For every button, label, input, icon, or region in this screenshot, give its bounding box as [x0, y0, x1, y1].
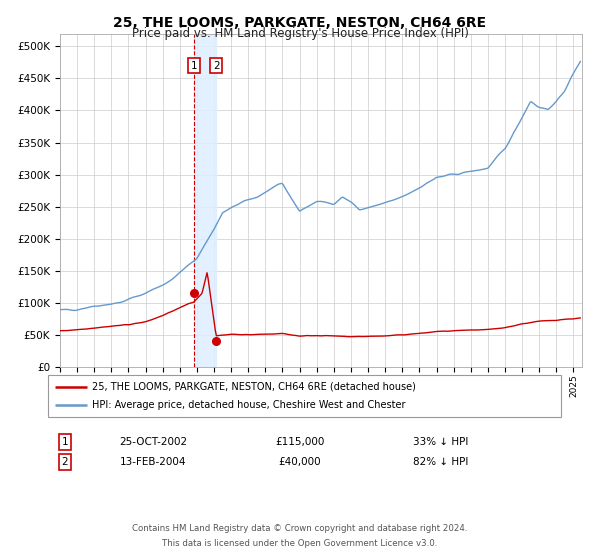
Text: 13-FEB-2004: 13-FEB-2004 [120, 457, 186, 467]
Text: 25, THE LOOMS, PARKGATE, NESTON, CH64 6RE (detached house): 25, THE LOOMS, PARKGATE, NESTON, CH64 6R… [92, 382, 416, 392]
Text: 25, THE LOOMS, PARKGATE, NESTON, CH64 6RE: 25, THE LOOMS, PARKGATE, NESTON, CH64 6R… [113, 16, 487, 30]
Text: 1: 1 [61, 437, 68, 447]
Text: 33% ↓ HPI: 33% ↓ HPI [413, 437, 469, 447]
Bar [194, 34, 216, 367]
Text: 2: 2 [61, 457, 68, 467]
Text: £40,000: £40,000 [278, 457, 322, 467]
Text: Price paid vs. HM Land Registry's House Price Index (HPI): Price paid vs. HM Land Registry's House … [131, 27, 469, 40]
Text: HPI: Average price, detached house, Cheshire West and Chester: HPI: Average price, detached house, Ches… [92, 400, 406, 410]
Text: Contains HM Land Registry data © Crown copyright and database right 2024.: Contains HM Land Registry data © Crown c… [132, 524, 468, 533]
Text: 82% ↓ HPI: 82% ↓ HPI [413, 457, 469, 467]
Text: 25-OCT-2002: 25-OCT-2002 [119, 437, 187, 447]
Text: 2: 2 [213, 60, 220, 71]
Text: This data is licensed under the Open Government Licence v3.0.: This data is licensed under the Open Gov… [163, 539, 437, 548]
Text: £115,000: £115,000 [275, 437, 325, 447]
Text: 1: 1 [191, 60, 197, 71]
